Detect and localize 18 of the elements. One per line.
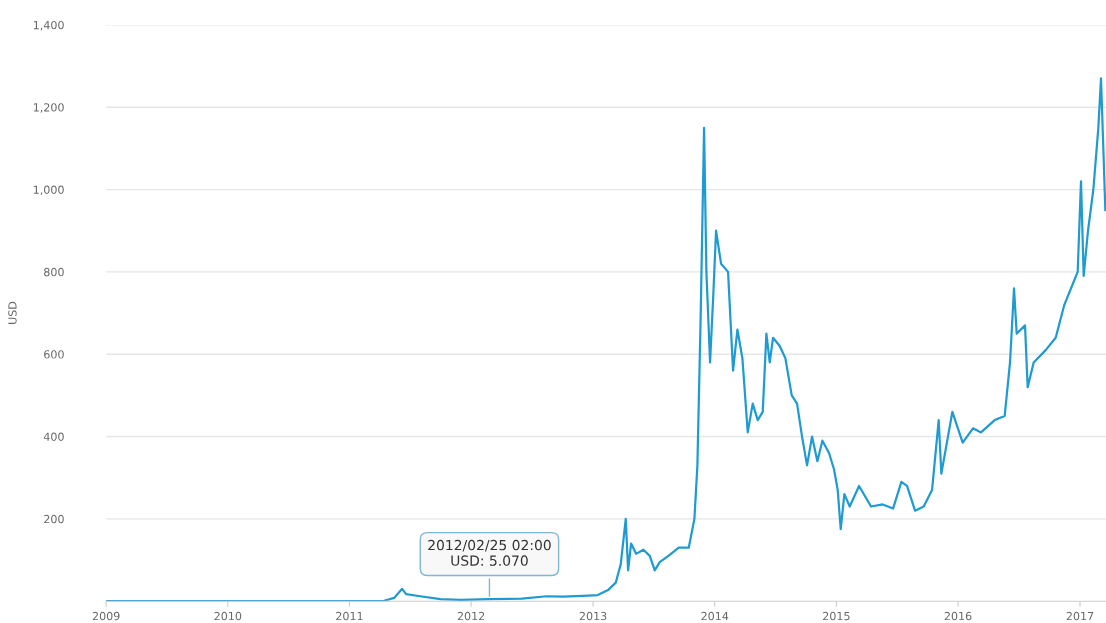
x-tick-label: 2013 bbox=[579, 611, 607, 621]
y-tick-label: 1,000 bbox=[33, 185, 64, 196]
x-tick-label: 2011 bbox=[336, 611, 363, 621]
y-tick-label: 400 bbox=[43, 432, 64, 441]
y-axis-title: USD bbox=[8, 301, 17, 324]
annotation: 2012/02/25 02:00 USD: 5.070 bbox=[428, 539, 551, 566]
x-tick-label: 2016 bbox=[944, 611, 972, 621]
x-tick-label: 2017 bbox=[1066, 611, 1094, 621]
y-tick-label: 800 bbox=[44, 267, 64, 277]
x-tick-label: 2010 bbox=[214, 611, 242, 621]
y-tick-label: 1,200 bbox=[33, 103, 64, 113]
y-tick-label: 600 bbox=[44, 350, 64, 359]
x-tick-label: 2012 bbox=[457, 611, 485, 621]
x-tick-label: 2009 bbox=[92, 611, 120, 621]
x-tick-label: 2015 bbox=[823, 611, 850, 621]
x-tick-label: 2014 bbox=[701, 611, 729, 621]
y-tick-label: 1,400 bbox=[33, 20, 64, 31]
y-tick-label: 200 bbox=[44, 514, 64, 524]
